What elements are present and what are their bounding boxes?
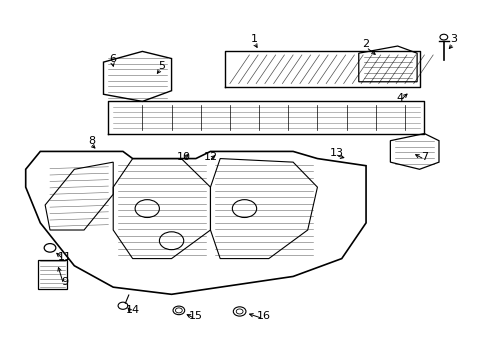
Text: 1: 1 <box>250 34 257 44</box>
Bar <box>38 260 67 289</box>
Text: 5: 5 <box>158 61 165 71</box>
Text: 3: 3 <box>449 34 456 44</box>
Text: 4: 4 <box>396 93 403 103</box>
Text: 8: 8 <box>88 136 95 146</box>
Text: 2: 2 <box>362 39 369 49</box>
Text: 16: 16 <box>256 311 270 321</box>
Text: 9: 9 <box>61 277 68 287</box>
Text: 12: 12 <box>203 152 217 162</box>
Circle shape <box>439 34 447 40</box>
Text: 7: 7 <box>420 152 427 162</box>
Text: 13: 13 <box>329 148 343 158</box>
Text: 15: 15 <box>188 311 203 321</box>
Text: 10: 10 <box>176 152 190 162</box>
Text: 14: 14 <box>125 305 140 315</box>
Text: 6: 6 <box>109 54 117 64</box>
Text: 11: 11 <box>58 252 71 262</box>
